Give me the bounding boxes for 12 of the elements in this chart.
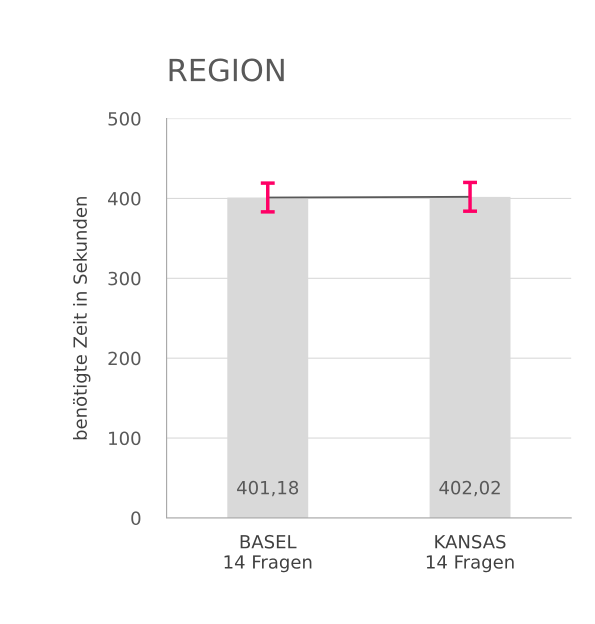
y-tick-label: 500 bbox=[108, 112, 140, 126]
y-axis-title: benötigte Zeit in Sekunden bbox=[72, 197, 90, 440]
data-label: 402,02 bbox=[439, 480, 500, 496]
data-label: 401,18 bbox=[237, 480, 298, 496]
y-tick-label: 0 bbox=[131, 511, 140, 526]
y-tick-label: 200 bbox=[108, 352, 140, 366]
chart-title: REGION bbox=[170, 58, 284, 82]
y-tick-label: 100 bbox=[109, 432, 140, 446]
y-tick-label: 300 bbox=[108, 272, 140, 286]
y-tick-label: 400 bbox=[108, 192, 140, 206]
x-tick-label: KANSAS 14 Fragen bbox=[426, 534, 514, 572]
x-tick-label: BASEL 14 Fragen bbox=[224, 534, 312, 572]
